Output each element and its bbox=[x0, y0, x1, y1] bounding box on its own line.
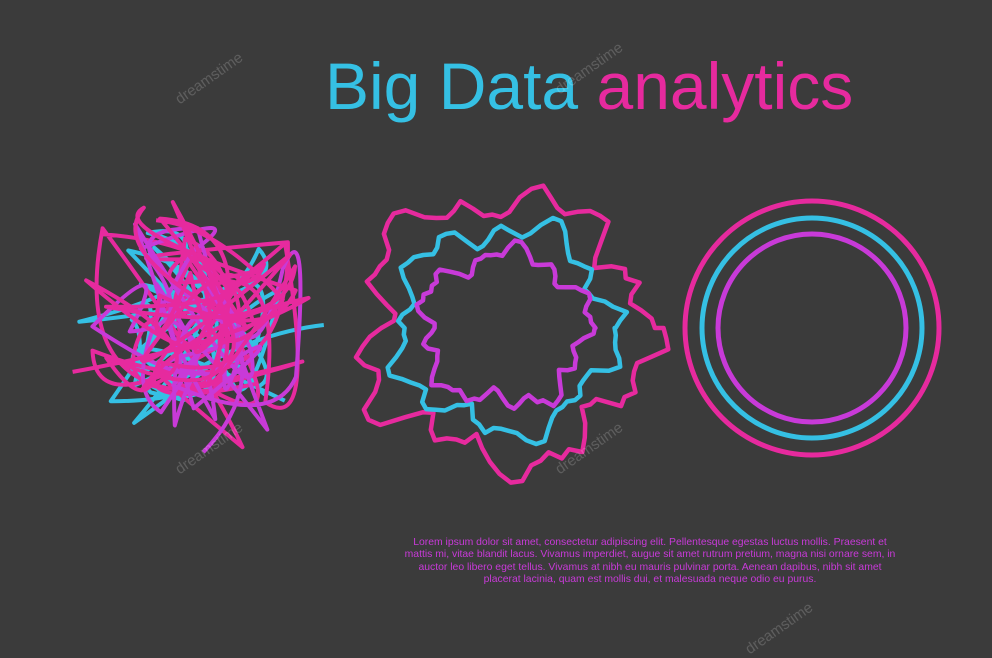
wavy-rings-illustration bbox=[353, 183, 671, 485]
scribble-stroke bbox=[72, 200, 311, 393]
wavy-ring bbox=[414, 238, 598, 411]
concentric-circles-illustration bbox=[682, 198, 942, 458]
middle-cyan-circle bbox=[699, 215, 925, 441]
tangled-scribble-illustration bbox=[72, 200, 325, 454]
lorem-ipsum-paragraph: Lorem ipsum dolor sit amet, consectetur … bbox=[340, 537, 960, 587]
wavy-ring bbox=[385, 215, 630, 447]
paragraph-line: auctor leo libero eget tellus. Vivamus a… bbox=[418, 561, 882, 573]
wavy-ring bbox=[353, 183, 671, 485]
page-title: Big Data analytics bbox=[325, 48, 853, 124]
outer-pink-circle bbox=[682, 198, 942, 458]
title-big-data: Big Data bbox=[325, 49, 579, 123]
inner-magenta-circle bbox=[715, 231, 909, 425]
scribble-stroke bbox=[90, 222, 303, 454]
paragraph-line: Lorem ipsum dolor sit amet, consectetur … bbox=[413, 537, 887, 548]
paragraph-line: mattis mi, vitae blandit lacus. Vivamus … bbox=[404, 549, 896, 561]
paragraph-line: placerat lacinia, quam est mollis dui, e… bbox=[483, 574, 817, 586]
title-analytics: analytics bbox=[596, 49, 854, 123]
